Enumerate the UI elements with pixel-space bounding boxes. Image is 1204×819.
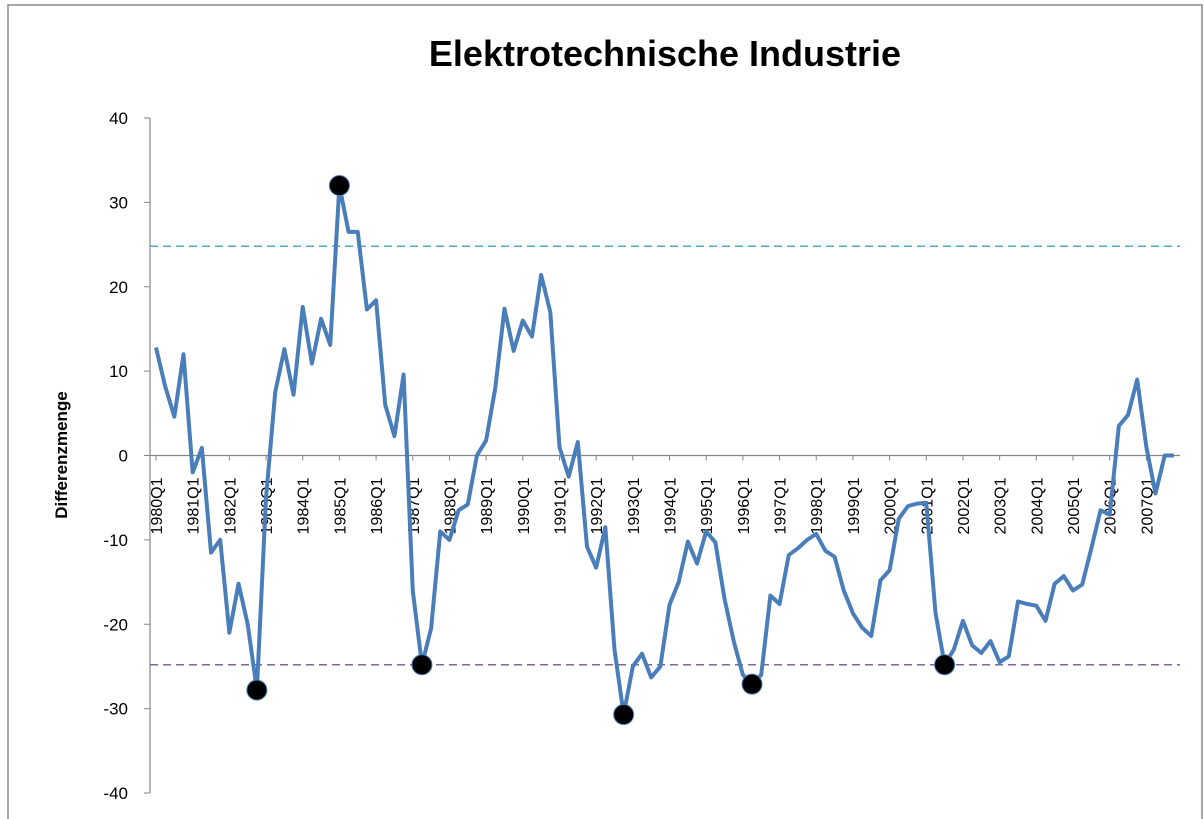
x-tick-label: 1990Q1 [516,477,533,534]
y-tick-label: 40 [109,109,128,128]
y-tick-label: -30 [103,700,128,719]
x-tick-label: 1982Q1 [222,477,239,534]
x-tick-label: 2004Q1 [1029,477,1046,534]
x-tick-label: 2000Q1 [883,477,900,534]
marker [246,679,268,701]
x-tick-label: 2002Q1 [956,477,973,534]
x-tick-label: 1981Q1 [186,477,203,534]
x-tick-label: 1980Q1 [149,477,166,534]
x-tick-label: 1984Q1 [296,477,313,534]
y-tick-label: 0 [119,447,128,466]
x-tick-label: 1993Q1 [626,477,643,534]
marker [411,654,433,676]
x-tick-label: 1996Q1 [736,477,753,534]
x-tick-label: 1988Q1 [442,477,459,534]
y-tick-label: -40 [103,784,128,803]
x-tick-label: 1992Q1 [589,477,606,534]
x-tick-label: 1995Q1 [699,477,716,534]
y-tick-label: 20 [109,278,128,297]
data-line [154,183,1174,717]
marker [934,654,956,676]
x-tick-label: 1999Q1 [846,477,863,534]
x-tick-label: 2005Q1 [1066,477,1083,534]
x-tick-label: 1997Q1 [773,477,790,534]
y-tick-label: 30 [109,193,128,212]
x-tick-label: 2007Q1 [1139,477,1156,534]
y-tick-label: -20 [103,615,128,634]
chart-frame [7,4,1203,819]
chart-title: Elektrotechnische Industrie [429,33,901,74]
marker [613,704,635,726]
x-tick-label: 2003Q1 [993,477,1010,534]
x-tick-label: 1986Q1 [369,477,386,534]
x-tick-label: 1985Q1 [332,477,349,534]
x-tick-label: 1989Q1 [479,477,496,534]
x-tick-label: 1991Q1 [552,477,569,534]
marker [328,175,350,196]
x-tick-label: 1998Q1 [809,477,826,534]
y-tick-label: 10 [109,362,128,381]
y-axis-label: Differenzmenge [52,391,71,519]
y-tick-label: -10 [103,531,128,550]
marker [741,673,763,695]
x-tick-label: 1994Q1 [663,477,680,534]
